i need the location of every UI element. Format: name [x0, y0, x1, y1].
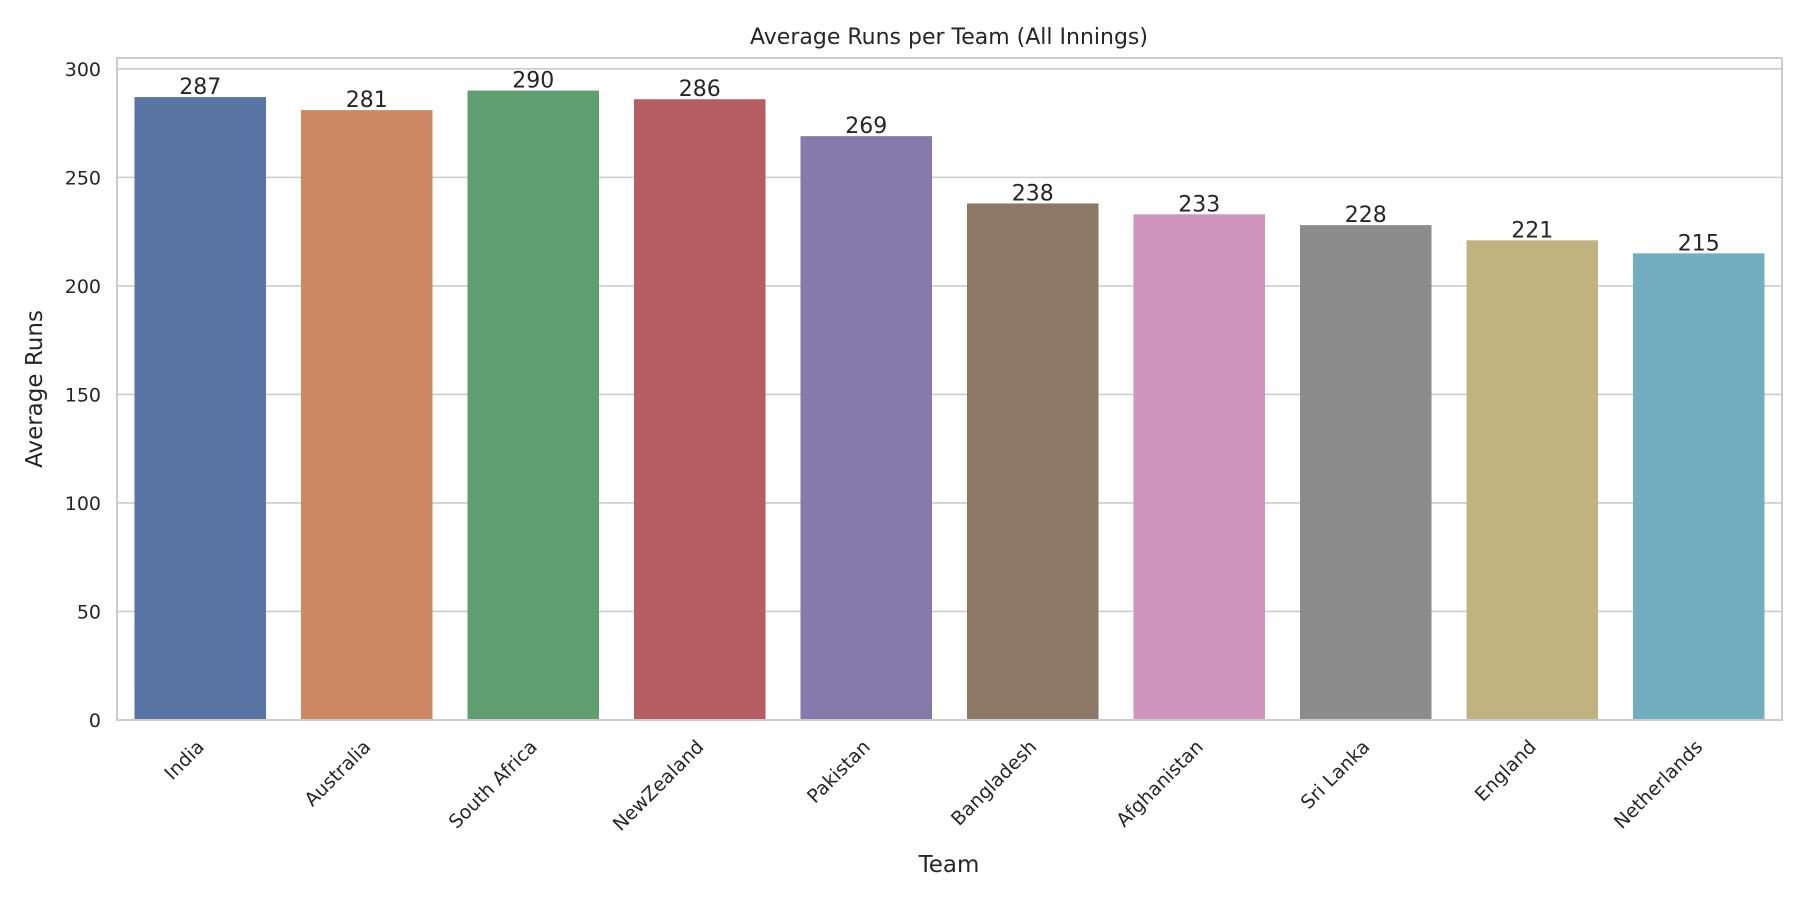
bar [467, 90, 600, 721]
y-axis-ticks: 0 50 100 150 200 250 300 [65, 59, 101, 732]
bar [800, 136, 933, 721]
bar [134, 97, 267, 721]
x-tick-label: Sri Lanka [1297, 736, 1375, 814]
chart-title: Average Runs per Team (All Innings) [750, 25, 1148, 50]
x-tick-label: NewZealand [609, 736, 709, 836]
x-tick-label: Pakistan [803, 736, 875, 808]
x-tick-label: South Africa [445, 736, 542, 833]
y-tick-label: 150 [65, 384, 101, 406]
y-tick-label: 100 [65, 493, 101, 515]
bar [966, 203, 1099, 720]
bar-value-label: 269 [845, 114, 887, 139]
x-tick-label: Bangladesh [947, 736, 1041, 830]
x-tick-label: India [160, 736, 209, 785]
bar [1466, 240, 1599, 721]
bars [134, 90, 1765, 721]
y-tick-label: 0 [89, 710, 101, 732]
bar [1299, 225, 1432, 720]
y-tick-label: 300 [65, 59, 101, 81]
x-axis-ticks: India Australia South Africa NewZealand Paki… [160, 736, 1707, 836]
bar [300, 110, 433, 721]
bar-value-label: 286 [679, 77, 721, 102]
x-tick-label: England [1471, 736, 1541, 806]
bar-value-label: 238 [1012, 181, 1054, 206]
y-tick-label: 50 [77, 601, 101, 623]
y-axis-label: Average Runs [22, 310, 48, 468]
bar-value-label: 281 [346, 88, 388, 113]
x-axis-label: Team [918, 852, 980, 878]
y-tick-label: 250 [65, 167, 101, 189]
bar [633, 99, 766, 721]
y-tick-label: 200 [65, 276, 101, 298]
bar-value-label: 221 [1511, 218, 1553, 243]
bar-value-label: 215 [1678, 231, 1720, 256]
x-tick-label: Netherlands [1610, 736, 1707, 833]
bar [1632, 253, 1765, 720]
bar-value-label: 233 [1178, 192, 1220, 217]
x-tick-label: Australia [300, 736, 375, 811]
plot-frame [116, 57, 1783, 721]
x-tick-label: Afghanistan [1112, 736, 1208, 832]
bar-value-label: 287 [179, 75, 221, 100]
bar-value-label: 290 [512, 69, 554, 94]
bar [1133, 214, 1266, 721]
bar-value-label: 228 [1345, 203, 1387, 228]
bar-value-labels: 287 281 290 286 269 238 233 228 221 215 [179, 69, 1720, 257]
